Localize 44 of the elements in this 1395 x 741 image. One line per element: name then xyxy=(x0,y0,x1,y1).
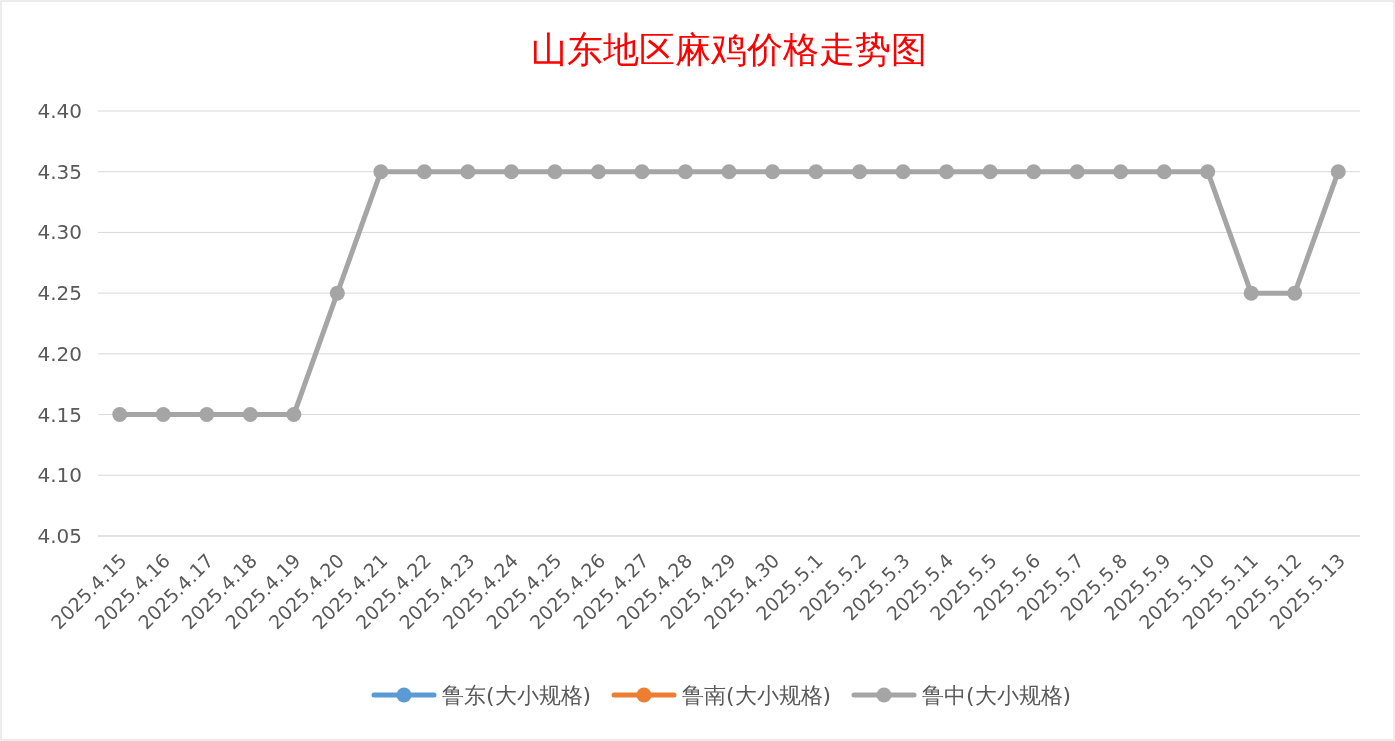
point xyxy=(373,164,389,180)
point xyxy=(765,164,781,180)
point xyxy=(199,407,215,423)
point xyxy=(895,164,911,180)
point xyxy=(286,407,302,423)
point xyxy=(1243,285,1259,301)
point xyxy=(112,407,128,423)
legend-label: 鲁中(大小规格) xyxy=(922,683,1072,708)
point xyxy=(547,164,563,180)
ytick: 4.05 xyxy=(37,524,82,548)
legend-label: 鲁南(大小规格) xyxy=(682,683,832,708)
legend-item: 鲁中(大小规格) xyxy=(851,683,1072,708)
ytick: 4.30 xyxy=(37,220,82,245)
point xyxy=(852,164,868,180)
legend-item: 鲁南(大小规格) xyxy=(611,683,832,708)
legend-item: 鲁东(大小规格) xyxy=(371,683,592,708)
point xyxy=(808,164,824,180)
point xyxy=(1026,164,1042,180)
point xyxy=(1287,285,1303,301)
point xyxy=(1156,164,1172,180)
ytick: 4.10 xyxy=(37,463,82,488)
point xyxy=(634,164,650,180)
point xyxy=(329,285,345,301)
point xyxy=(155,407,171,423)
point xyxy=(1069,164,1085,180)
point xyxy=(982,164,998,180)
point xyxy=(1113,164,1129,180)
point xyxy=(939,164,955,180)
point xyxy=(460,164,476,180)
point xyxy=(1330,164,1346,180)
point xyxy=(416,164,432,180)
ytick: 4.20 xyxy=(37,341,82,366)
point xyxy=(590,164,606,180)
point xyxy=(721,164,737,180)
title: 山东地区麻鸡价格走势图 xyxy=(531,29,927,70)
point xyxy=(503,164,519,180)
ytick: 4.25 xyxy=(37,281,82,306)
legend-label: 鲁东(大小规格) xyxy=(442,683,592,708)
point xyxy=(242,407,258,423)
ytick: 4.40 xyxy=(37,99,82,123)
point xyxy=(677,164,693,180)
ytick: 4.15 xyxy=(37,402,82,427)
point xyxy=(1200,164,1216,180)
ytick: 4.35 xyxy=(37,159,82,184)
